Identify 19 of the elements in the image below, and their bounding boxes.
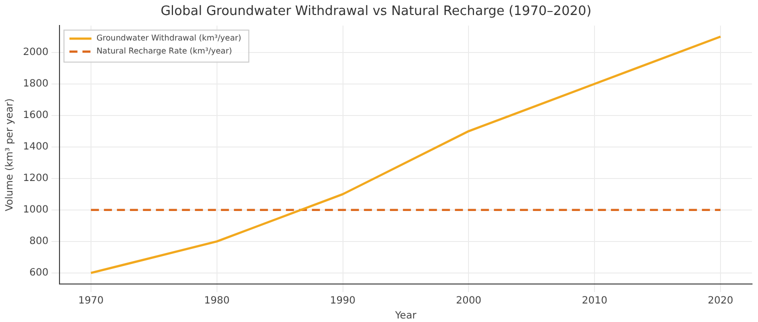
x-tick-label: 2020	[708, 296, 734, 307]
y-tick-label: 1200	[22, 173, 48, 184]
legend-label: Groundwater Withdrawal (km³/year)	[96, 34, 242, 43]
x-tick-label: 1990	[330, 296, 356, 307]
y-axis-title: Volume (km³ per year)	[4, 98, 16, 212]
y-tick-label: 1800	[22, 78, 48, 90]
y-tick-label: 800	[29, 236, 48, 248]
chart-title: Global Groundwater Withdrawal vs Natural Recharge (1970–2020)	[160, 4, 592, 20]
y-tick-label: 1600	[22, 110, 48, 122]
y-tick-label: 600	[29, 268, 48, 279]
x-tick-label: 1970	[78, 296, 104, 307]
y-tick-label: 2000	[22, 46, 48, 58]
y-tick-label: 1000	[22, 204, 48, 216]
x-tick-label: 1980	[204, 296, 230, 307]
x-tick-label: 2000	[456, 296, 482, 307]
x-axis-title: Year	[394, 310, 418, 322]
y-tick-label: 1400	[22, 142, 48, 153]
legend-label: Natural Recharge Rate (km³/year)	[96, 46, 232, 56]
x-tick-label: 2010	[582, 296, 608, 307]
